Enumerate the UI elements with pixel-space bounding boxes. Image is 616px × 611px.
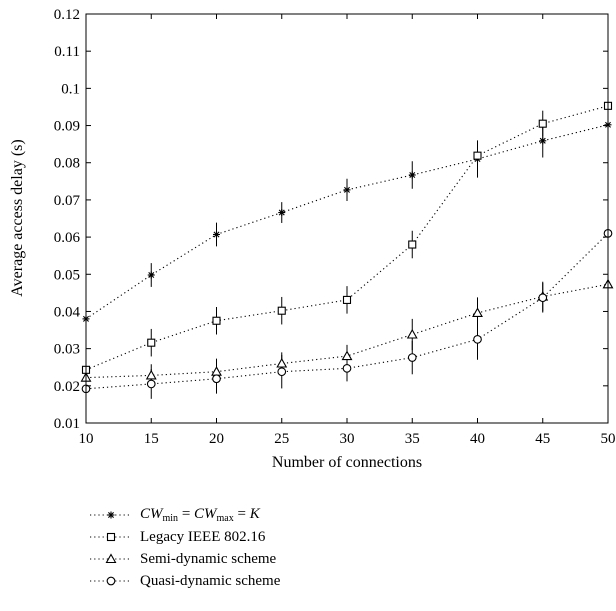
y-tick-label: 0.01 [54, 416, 80, 432]
legend-item-cw: CWmin = CWmax = K [88, 504, 280, 526]
y-tick-label: 0.03 [54, 342, 80, 358]
legend-swatch-triangle [90, 553, 132, 564]
y-tick-label: 0.11 [54, 44, 80, 60]
x-tick-label: 10 [79, 431, 94, 447]
data-point-triangle [276, 357, 288, 368]
data-point-triangle [341, 350, 353, 361]
legend-item-legacy: Legacy IEEE 802.16 [88, 526, 280, 548]
data-point-star [408, 171, 416, 179]
x-tick-label: 35 [405, 431, 420, 447]
y-tick-label: 0.1 [61, 81, 80, 97]
legend-item-quasi: Quasi-dynamic scheme [88, 570, 280, 592]
data-point-square [538, 119, 547, 128]
data-point-square [473, 151, 482, 160]
data-point-star [343, 186, 351, 194]
x-tick-label: 15 [144, 431, 159, 447]
legend-swatch-circle [90, 576, 132, 586]
data-point-square [147, 338, 156, 347]
legend-label-semi: Semi-dynamic scheme [140, 550, 277, 567]
x-tick-label: 25 [274, 431, 289, 447]
y-tick-label: 0.05 [54, 267, 80, 283]
legend-swatch-square [90, 532, 132, 542]
data-point-triangle [406, 328, 418, 339]
legend: CWmin = CWmax = K Legacy IEEE 802.16 Sem… [88, 504, 280, 592]
y-tick-label: 0.09 [54, 119, 80, 135]
data-point-square [277, 306, 286, 315]
data-point-square [408, 240, 417, 249]
x-tick-label: 40 [470, 431, 485, 447]
data-point-triangle [472, 307, 483, 317]
legend-swatch-star [90, 511, 132, 519]
y-tick-label: 0.06 [54, 230, 81, 246]
y-tick-label: 0.07 [54, 193, 81, 209]
y-tick-label: 0.02 [54, 379, 80, 395]
data-point-square [342, 295, 352, 304]
data-point-circle [473, 334, 482, 344]
data-point-square [212, 316, 221, 325]
legend-label-quasi: Quasi-dynamic scheme [140, 572, 281, 589]
y-tick-label: 0.12 [54, 7, 80, 23]
data-point-triangle [145, 369, 157, 380]
data-point-star [147, 271, 155, 279]
data-point-star [539, 137, 547, 145]
chart: 10 15 20 25 30 35 40 45 50 0.01 0.02 0.03 0.04 0.05 0.… [9, 7, 616, 471]
x-tick-label: 30 [340, 431, 355, 447]
x-tick-label: 50 [601, 431, 616, 447]
y-tick-label: 0.04 [54, 304, 81, 320]
y-axis-label: Average access delay (s) [9, 139, 26, 296]
legend-label-cw: CWmin = CWmax = K [140, 506, 260, 524]
data-point-circle [342, 363, 352, 373]
data-point-circle [407, 353, 417, 362]
x-tick-label: 20 [209, 431, 224, 447]
series-line-square [85, 105, 609, 371]
x-tick-label: 45 [535, 431, 550, 447]
data-point-circle [212, 374, 221, 384]
data-point-circle [277, 367, 287, 377]
legend-label-legacy: Legacy IEEE 802.16 [140, 528, 266, 545]
data-point-star [213, 230, 220, 238]
data-point-star [278, 209, 286, 217]
axis-ticks: 10 15 20 25 30 35 40 45 50 0.01 0.02 0.03 0.04 0.05 0.… [54, 7, 616, 447]
data-point-circle [146, 379, 156, 389]
x-axis-label: Number of connections [272, 454, 422, 471]
legend-item-semi: Semi-dynamic scheme [88, 548, 280, 570]
data-point-circle [538, 293, 548, 303]
data-point-triangle [211, 366, 222, 376]
y-tick-label: 0.08 [54, 156, 80, 172]
